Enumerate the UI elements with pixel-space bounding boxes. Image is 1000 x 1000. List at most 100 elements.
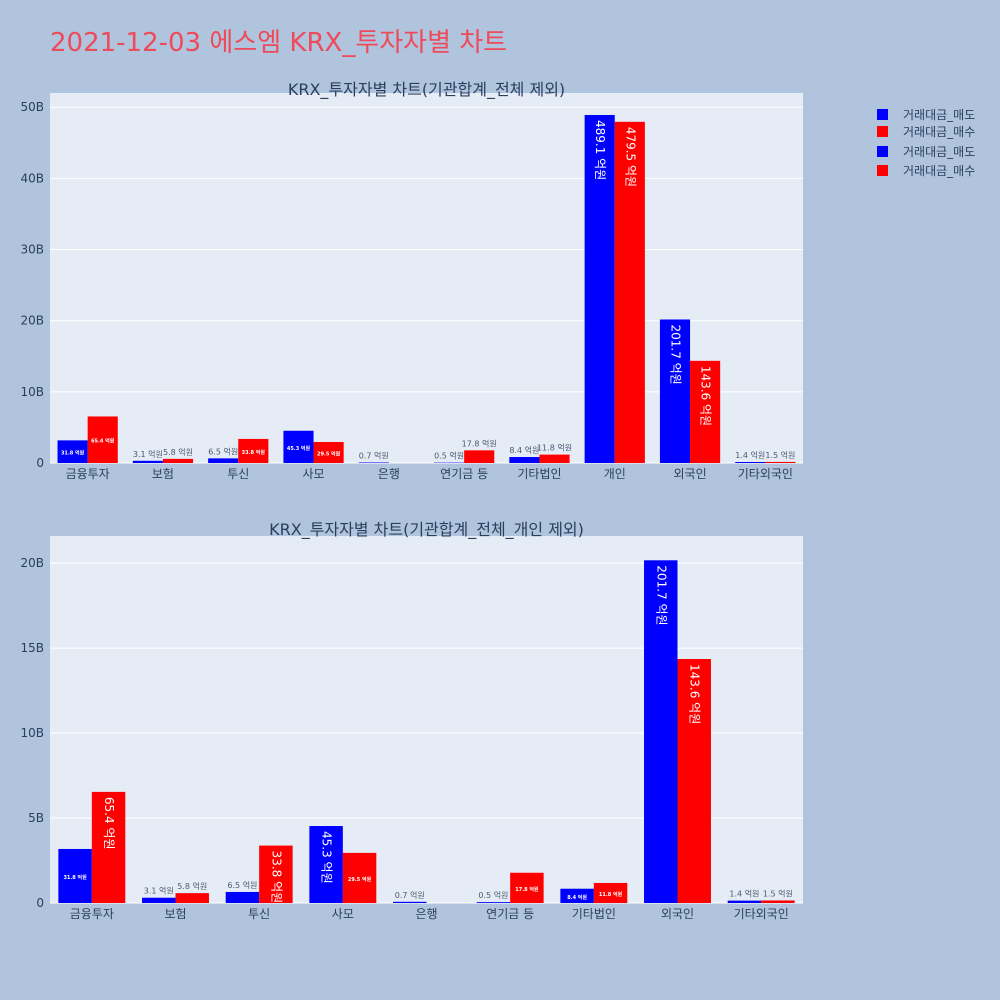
bar <box>393 901 427 903</box>
bar <box>142 897 176 903</box>
chart-title-2: KRX_투자자별 차트(기관합계_전체_개인 제외) <box>269 520 584 540</box>
x-tick-label: 투신 <box>227 467 249 481</box>
x-tick-label: 사모 <box>332 907 354 921</box>
y-tick-label: 40B <box>20 171 44 185</box>
data-label: 11.8 억원 <box>537 443 572 453</box>
bar <box>735 462 766 463</box>
page-title: 2021-12-03 에스엠 KRX_투자자별 차트 <box>50 28 508 58</box>
data-label: 33.8 억원 <box>269 851 283 904</box>
bar <box>761 900 795 903</box>
bar <box>208 458 239 463</box>
bar <box>593 882 628 903</box>
data-label: 0.7 억원 <box>395 890 425 900</box>
bar <box>342 852 377 903</box>
data-label: 65.4 억원 <box>91 438 115 445</box>
y-tick-label: 30B <box>20 243 44 257</box>
y-tick-label: 20B <box>20 314 44 328</box>
data-label: 201.7 억원 <box>654 565 668 625</box>
data-label: 1.4 억원 <box>735 450 765 460</box>
legend-label: 거래대금_매도 <box>903 145 975 159</box>
bar <box>765 461 796 463</box>
data-label: 143.6 억원 <box>699 366 713 426</box>
data-label: 201.7 억원 <box>668 324 682 384</box>
data-label: 8.4 억원 <box>567 894 587 901</box>
bar <box>476 902 511 903</box>
data-label: 3.1 억원 <box>133 449 163 459</box>
data-label: 0.5 억원 <box>434 451 464 461</box>
data-label: 17.8 억원 <box>462 438 497 448</box>
bar <box>560 888 594 903</box>
data-label: 5.8 억원 <box>177 881 207 891</box>
data-label: 45.3 억원 <box>287 445 311 452</box>
data-label: 31.8 억원 <box>61 450 85 457</box>
data-label: 0.7 억원 <box>359 451 389 461</box>
data-label: 1.5 억원 <box>765 450 795 460</box>
bar <box>464 450 495 463</box>
data-label: 0.5 억원 <box>478 890 508 900</box>
y-tick-label: 10B <box>20 726 44 740</box>
bar <box>659 319 691 463</box>
data-label: 45.3 억원 <box>320 831 334 884</box>
x-tick-label: 은행 <box>415 906 437 921</box>
x-tick-label: 외국인 <box>673 467 706 481</box>
bar <box>614 121 645 463</box>
x-tick-label: 기타외국인 <box>734 907 789 921</box>
bar <box>132 460 163 463</box>
data-label: 3.1 억원 <box>144 886 174 896</box>
x-tick-label: 개인 <box>604 467 626 481</box>
data-label: 65.4 억원 <box>102 797 116 850</box>
x-tick-label: 금융투자 <box>66 467 110 481</box>
y-tick-label: 10B <box>20 385 44 399</box>
bar <box>509 457 540 463</box>
x-tick-label: 은행 <box>378 466 400 481</box>
x-tick-label: 보험 <box>164 907 186 921</box>
bar <box>510 872 544 903</box>
legend-swatch <box>877 126 888 137</box>
bar <box>225 891 260 903</box>
bar <box>238 438 269 463</box>
legend-label: 거래대금_매도 <box>903 108 975 122</box>
bar <box>259 845 293 903</box>
data-label: 17.8 억원 <box>515 886 539 893</box>
data-label: 1.5 억원 <box>763 888 793 898</box>
bar <box>644 560 678 903</box>
bar <box>87 416 118 463</box>
x-tick-label: 기타법인 <box>517 467 561 481</box>
data-label: 1.4 억원 <box>729 889 759 899</box>
x-tick-label: 연기금 등 <box>440 467 488 481</box>
x-tick-label: 투신 <box>248 907 270 921</box>
bar <box>175 893 209 903</box>
data-label: 6.5 억원 <box>208 446 238 456</box>
data-label: 6.5 억원 <box>227 880 257 890</box>
bar <box>690 360 721 463</box>
bar <box>584 114 615 463</box>
chart-title-1: KRX_투자자별 차트(기관합계_전체 제외) <box>288 80 565 100</box>
bar <box>539 454 570 463</box>
y-tick-label: 0 <box>36 896 44 910</box>
x-tick-label: 연기금 등 <box>486 907 534 921</box>
x-tick-label: 금융투자 <box>70 907 114 921</box>
bar <box>91 791 126 903</box>
y-tick-label: 0 <box>36 456 44 470</box>
data-label: 143.6 억원 <box>688 664 702 724</box>
y-tick-label: 20B <box>20 556 44 570</box>
data-label: 33.8 억원 <box>242 449 266 456</box>
data-label: 8.4 억원 <box>509 445 539 455</box>
bar <box>309 826 343 903</box>
data-label: 29.5 억원 <box>348 876 372 883</box>
legend-label: 거래대금_매수 <box>903 125 975 139</box>
data-label: 29.5 억원 <box>317 451 341 458</box>
y-tick-label: 5B <box>28 811 44 825</box>
data-label: 479.5 억원 <box>623 127 637 187</box>
bar <box>313 442 344 463</box>
x-tick-label: 외국인 <box>661 907 694 921</box>
y-tick-label: 50B <box>20 100 44 114</box>
x-tick-label: 기타법인 <box>572 907 616 921</box>
bar <box>677 659 711 903</box>
legend-swatch <box>877 109 888 120</box>
x-tick-label: 기타외국인 <box>738 467 793 481</box>
data-label: 11.8 억원 <box>599 891 623 898</box>
legend-swatch <box>877 146 888 157</box>
data-label: 489.1 억원 <box>593 120 607 180</box>
x-tick-label: 사모 <box>303 467 325 481</box>
